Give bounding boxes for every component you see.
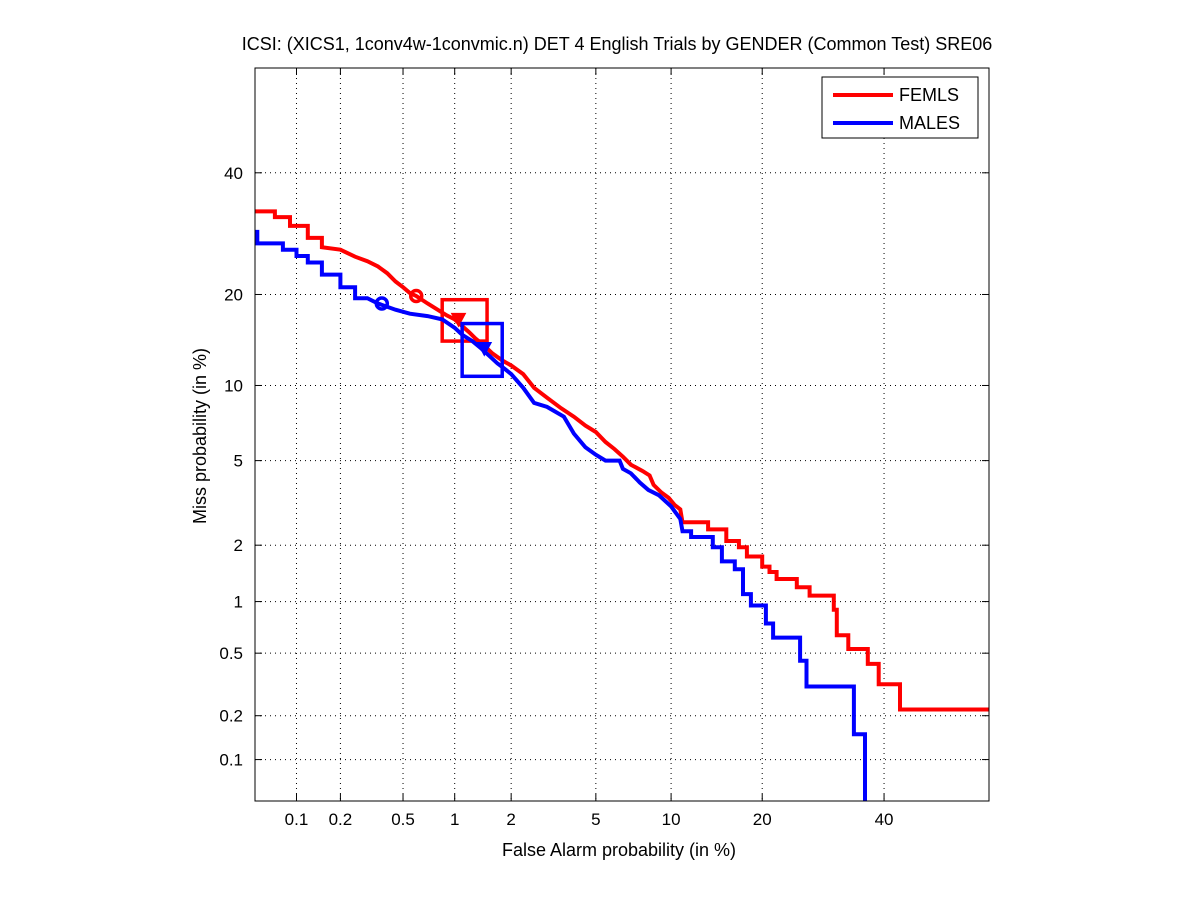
y-tick-label: 20 (224, 285, 243, 304)
x-tick-label: 1 (450, 810, 459, 829)
x-tick-label: 0.5 (391, 810, 415, 829)
legend: FEMLS MALES (821, 76, 979, 139)
y-tick-label: 40 (224, 164, 243, 183)
series-layer (255, 209, 989, 801)
x-axis-title: False Alarm probability (in %) (502, 840, 736, 860)
actual-dcf-marker-males (476, 342, 493, 357)
tick-layer: 0.1 0.2 0.5 1 2 5 10 20 40 0.1 0.2 0.5 1 2 5 10 20 40 (219, 68, 989, 829)
y-tick-label: 0.1 (219, 751, 243, 770)
chart-title: ICSI: (XICS1, 1conv4w-1convmic.n) DET 4 … (242, 34, 993, 54)
y-axis-title: Miss probability (in %) (190, 348, 210, 524)
legend-label-femls: FEMLS (899, 85, 959, 105)
plot-frame (254, 67, 990, 802)
legend-label-males: MALES (899, 113, 960, 133)
min-dcf-marker-males (374, 296, 390, 311)
x-tick-label: 10 (662, 810, 681, 829)
x-tick-label: 5 (591, 810, 600, 829)
min-dcf-marker-femls (408, 288, 424, 304)
grid-lines (255, 68, 989, 801)
x-tick-label: 0.1 (285, 810, 309, 829)
actual-dcf-marker-femls (450, 312, 467, 328)
y-tick-label: 2 (234, 536, 243, 555)
series-line-males (255, 229, 867, 801)
y-tick-label: 0.5 (219, 644, 243, 663)
confidence-box-males (460, 321, 504, 379)
x-tick-label: 40 (875, 810, 894, 829)
series-line-femls (255, 209, 989, 712)
y-tick-label: 1 (234, 593, 243, 612)
y-tick-label: 5 (234, 452, 243, 471)
x-tick-label: 20 (753, 810, 772, 829)
x-tick-label: 0.2 (329, 810, 353, 829)
x-tick-label: 2 (506, 810, 515, 829)
legend-box (821, 76, 979, 139)
y-tick-label: 10 (224, 376, 243, 395)
y-tick-label: 0.2 (219, 707, 243, 726)
